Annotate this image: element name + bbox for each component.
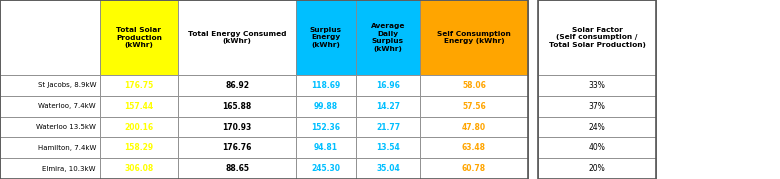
Bar [296,158,356,179]
Bar [100,96,178,117]
Bar [0,0,100,75]
Bar [296,117,356,137]
Bar [178,75,296,96]
Bar [0,0,528,179]
Text: Average
Daily
Surplus
(kWhr): Average Daily Surplus (kWhr) [370,23,405,52]
Text: 245.30: 245.30 [311,164,341,173]
Bar [420,117,528,137]
Bar [356,96,420,117]
Text: 99.88: 99.88 [314,102,338,111]
Text: 86.92: 86.92 [225,81,249,90]
Text: 24%: 24% [589,122,605,132]
Text: 37%: 37% [589,102,605,111]
Text: Total Solar
Production
(kWhr): Total Solar Production (kWhr) [116,27,162,48]
Text: 88.65: 88.65 [225,164,249,173]
Text: 13.54: 13.54 [376,143,400,152]
Text: 33%: 33% [589,81,605,90]
Text: Self Consumption
Energy (kWhr): Self Consumption Energy (kWhr) [437,31,511,44]
Text: St Jacobs, 8.9kW: St Jacobs, 8.9kW [37,82,96,88]
Bar [296,137,356,158]
Text: 94.81: 94.81 [314,143,338,152]
Bar [296,75,356,96]
Text: 16.96: 16.96 [376,81,400,90]
Bar [100,158,178,179]
Text: 58.06: 58.06 [462,81,486,90]
Bar [420,0,528,75]
Text: 176.76: 176.76 [222,143,252,152]
Text: Waterloo 13.5kW: Waterloo 13.5kW [36,124,96,130]
Bar [0,158,100,179]
Bar [538,137,656,158]
Bar [538,117,656,137]
Text: 165.88: 165.88 [222,102,252,111]
Bar [538,75,656,96]
Bar [356,0,420,75]
Text: 306.08: 306.08 [124,164,154,173]
Text: 118.69: 118.69 [311,81,341,90]
Bar [100,75,178,96]
Bar [0,117,100,137]
Text: Elmira, 10.3kW: Elmira, 10.3kW [42,166,96,172]
Bar [356,158,420,179]
Text: 200.16: 200.16 [125,122,154,132]
Text: 40%: 40% [589,143,605,152]
Text: 63.48: 63.48 [462,143,486,152]
Bar [356,137,420,158]
Bar [296,96,356,117]
Bar [100,117,178,137]
Text: 35.04: 35.04 [376,164,400,173]
Bar [296,0,356,75]
Text: 14.27: 14.27 [376,102,400,111]
Bar [178,117,296,137]
Text: 158.29: 158.29 [125,143,154,152]
Bar [420,137,528,158]
Bar [356,117,420,137]
Text: 20%: 20% [589,164,605,173]
Text: 21.77: 21.77 [376,122,400,132]
Text: Solar Factor
(Self consumption /
Total Solar Production): Solar Factor (Self consumption / Total S… [548,27,645,48]
Bar [178,96,296,117]
Bar [0,137,100,158]
Text: 176.75: 176.75 [124,81,154,90]
Text: Total Energy Consumed
(kWhr): Total Energy Consumed (kWhr) [188,31,286,44]
Text: 157.44: 157.44 [125,102,154,111]
Bar [100,0,178,75]
Bar [0,75,100,96]
Text: Waterloo, 7.4kW: Waterloo, 7.4kW [38,103,96,109]
Text: Hamilton, 7.4kW: Hamilton, 7.4kW [37,145,96,151]
Bar [420,75,528,96]
Bar [100,137,178,158]
Bar [178,158,296,179]
Bar [178,0,296,75]
Text: 152.36: 152.36 [311,122,341,132]
Bar [538,0,656,179]
Text: Surplus
Energy
(kWhr): Surplus Energy (kWhr) [310,27,342,48]
Text: 57.56: 57.56 [462,102,486,111]
Bar [0,96,100,117]
Bar [538,0,656,75]
Bar [538,96,656,117]
Bar [420,96,528,117]
Text: 47.80: 47.80 [462,122,486,132]
Bar [178,137,296,158]
Text: 60.78: 60.78 [462,164,486,173]
Bar [420,158,528,179]
Text: 170.93: 170.93 [222,122,252,132]
Bar [538,158,656,179]
Bar [356,75,420,96]
